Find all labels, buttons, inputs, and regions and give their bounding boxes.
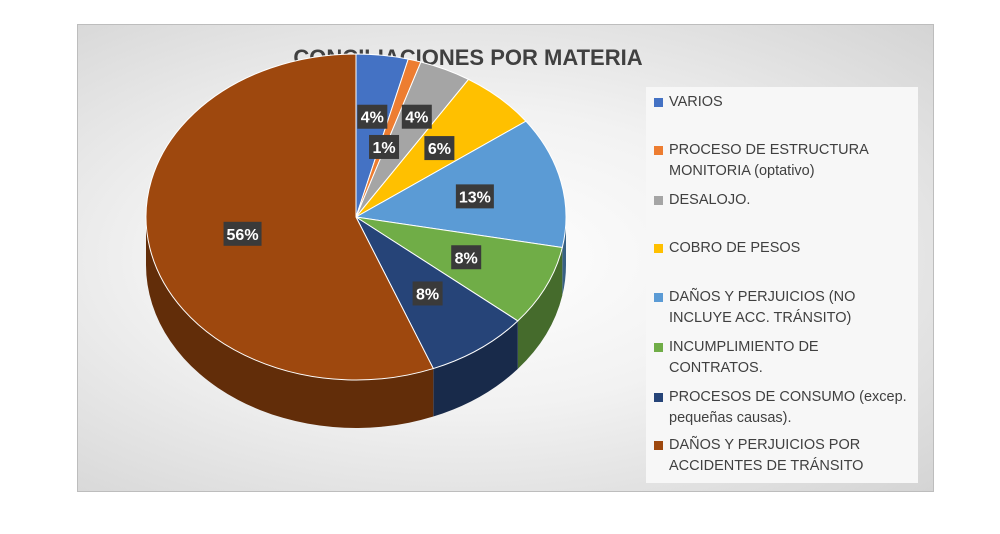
legend-label: VARIOS [669, 94, 723, 110]
data-label-box [223, 221, 262, 246]
data-label-box [455, 184, 494, 209]
legend-label: INCUMPLIMIENTO DE CONTRATOS. [669, 339, 819, 376]
legend-label: PROCESOS DE CONSUMO (excep. pequeñas cau… [669, 389, 907, 426]
data-label-box [412, 281, 443, 306]
pie-side-wall [433, 320, 518, 417]
legend-swatch [654, 196, 663, 205]
data-label: 1% [372, 140, 395, 157]
pie-slice [354, 120, 567, 249]
data-label: 13% [459, 189, 491, 206]
legend-item-accidentes-transito: DAÑOS Y PERJUICIOS POR ACCIDENTES DE TRÁ… [654, 435, 914, 477]
data-label-box [357, 104, 388, 129]
data-label: 4% [361, 110, 384, 127]
legend-item-danos-perjuicios: DAÑOS Y PERJUICIOS (NO INCLUYE ACC. TRÁN… [654, 287, 914, 329]
pie-slices [145, 53, 567, 381]
legend-swatch [654, 393, 663, 402]
legend-swatch [654, 244, 663, 253]
data-label: 8% [416, 286, 439, 303]
data-label-box [424, 136, 455, 161]
legend-item-cobro-de-pesos: COBRO DE PESOS [654, 238, 914, 259]
pie-side-wall [146, 217, 434, 428]
pie-chart: 4%1%4%6%13%8%8%56% [145, 53, 567, 428]
data-labels: 4%1%4%6%13%8%8%56% [223, 104, 494, 306]
legend-item-consumo: PROCESOS DE CONSUMO (excep. pequeñas cau… [654, 387, 914, 429]
data-label: 6% [428, 141, 451, 158]
data-label: 4% [405, 110, 428, 127]
data-label: 8% [455, 250, 478, 267]
legend-label: PROCESO DE ESTRUCTURA MONITORIA (optativ… [669, 142, 868, 179]
legend-label: DAÑOS Y PERJUICIOS POR ACCIDENTES DE TRÁ… [669, 437, 864, 474]
legend-swatch [654, 293, 663, 302]
pie-slice [145, 53, 435, 381]
data-label: 56% [227, 227, 259, 244]
chart-area: CONCILIACIONES POR MATERIA 4% 1% 4% 6% 13% 8%… [77, 24, 934, 492]
data-label-box [401, 104, 432, 129]
legend-item-incumplimiento: INCUMPLIMIENTO DE CONTRATOS. [654, 337, 914, 379]
chart-legend: VARIOS PROCESO DE ESTRUCTURA MONITORIA (… [646, 87, 918, 483]
legend-label: DESALOJO. [669, 192, 751, 208]
data-label-box [451, 245, 482, 270]
legend-label: COBRO DE PESOS [669, 240, 801, 256]
legend-item-desalojo: DESALOJO. [654, 190, 914, 211]
legend-label: DAÑOS Y PERJUICIOS (NO INCLUYE ACC. TRÁN… [669, 289, 856, 326]
legend-swatch [654, 343, 663, 352]
pie-side-wall [562, 217, 566, 296]
legend-swatch [654, 441, 663, 450]
legend-item-monitoria: PROCESO DE ESTRUCTURA MONITORIA (optativ… [654, 140, 914, 182]
legend-swatch [654, 98, 663, 107]
data-label-box [369, 134, 400, 159]
legend-item-varios: VARIOS [654, 92, 914, 113]
legend-swatch [654, 146, 663, 155]
